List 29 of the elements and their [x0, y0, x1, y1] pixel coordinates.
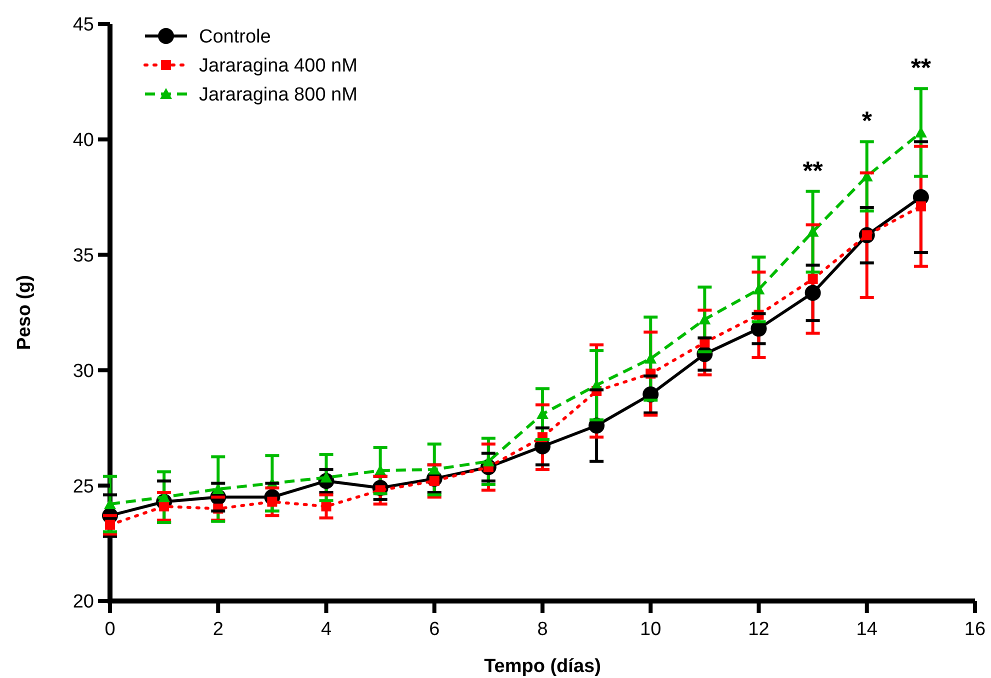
- y-tick-label: 30: [72, 360, 94, 382]
- point: [105, 520, 115, 530]
- y-tick-label: 40: [72, 130, 94, 152]
- y-tick-label: 35: [72, 245, 94, 266]
- point: [808, 274, 818, 284]
- legend-label: Controle: [199, 26, 271, 48]
- x-tick-label: 10: [640, 619, 662, 640]
- x-tick-label: 12: [748, 619, 770, 640]
- x-tick-label: 2: [212, 619, 224, 640]
- annotation: *: [862, 106, 873, 136]
- y-tick-label: 45: [72, 14, 94, 36]
- x-axis-title: Tempo (días): [484, 656, 601, 677]
- legend-label: Jararagina 800 nM: [199, 84, 358, 106]
- x-tick-label: 14: [856, 619, 878, 640]
- y-axis-title: Peso (g): [14, 275, 35, 350]
- x-tick-label: 8: [537, 619, 548, 640]
- point: [267, 496, 278, 507]
- legend-label: Jararagina 400 nM: [199, 56, 358, 77]
- point: [916, 201, 926, 212]
- point: [321, 501, 332, 512]
- annotation: **: [910, 52, 932, 83]
- y-tick-label: 20: [72, 592, 94, 613]
- x-tick-label: 16: [964, 619, 986, 640]
- x-tick-label: 6: [429, 619, 440, 640]
- y-tick-label: 25: [72, 476, 94, 498]
- x-tick-label: 0: [104, 619, 116, 640]
- x-tick-label: 4: [320, 619, 332, 640]
- point: [804, 284, 821, 301]
- annotation: **: [802, 155, 824, 186]
